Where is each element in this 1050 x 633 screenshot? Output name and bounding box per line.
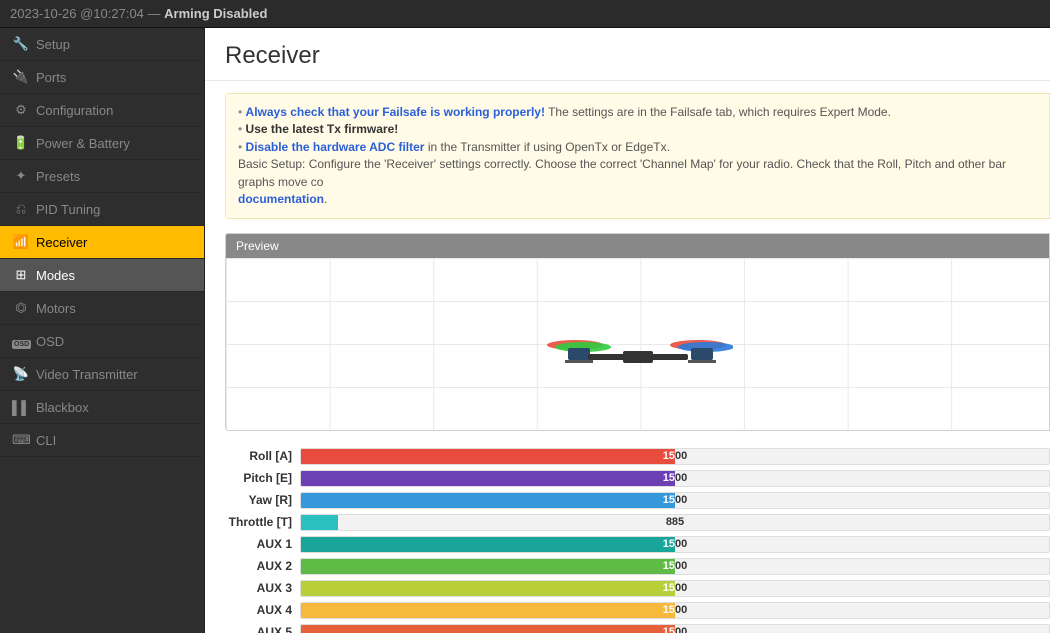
sidebar-item-label: PID Tuning: [36, 202, 100, 217]
channel-label: Pitch [E]: [225, 471, 300, 485]
sidebar-item-blackbox[interactable]: ▌▌ Blackbox: [0, 391, 204, 424]
sidebar-item-label: Modes: [36, 268, 75, 283]
channel-label: Throttle [T]: [225, 515, 300, 529]
preview-body: [226, 258, 1049, 430]
channel-bar: 1500: [300, 492, 1050, 509]
channel-bar: 1500: [300, 580, 1050, 597]
channel-bar: 885: [300, 514, 1050, 531]
channel-value: 1500: [301, 604, 1049, 616]
channel-label: AUX 5: [225, 625, 300, 633]
channel-label: Yaw [R]: [225, 493, 300, 507]
info-note-box: • Always check that your Failsafe is wor…: [225, 93, 1050, 219]
cli-icon: ⌨: [12, 432, 30, 448]
preview-panel: Preview: [225, 233, 1050, 431]
channel-row: AUX 11500: [225, 533, 1050, 555]
sidebar-item-osd[interactable]: OSD OSD: [0, 325, 204, 358]
sidebar-item-modes[interactable]: ⊞ Modes: [0, 259, 204, 292]
documentation-link[interactable]: documentation: [238, 192, 324, 206]
channel-value: 1500: [301, 494, 1049, 506]
channel-row: AUX 21500: [225, 555, 1050, 577]
sidebar-item-power-battery[interactable]: 🔋 Power & Battery: [0, 127, 204, 160]
sidebar-item-video-transmitter[interactable]: 📡 Video Transmitter: [0, 358, 204, 391]
topbar-timestamp: 2023-10-26 @10:27:04: [10, 6, 144, 21]
channel-row: Pitch [E]1500: [225, 467, 1050, 489]
channel-value: 1500: [301, 626, 1049, 633]
video-transmitter-icon: 📡: [12, 366, 30, 382]
failsafe-link[interactable]: Always check that your Failsafe is worki…: [246, 105, 545, 119]
sidebar-item-cli[interactable]: ⌨ CLI: [0, 424, 204, 457]
adc-filter-link[interactable]: Disable the hardware ADC filter: [246, 140, 425, 154]
sidebar-item-label: Motors: [36, 301, 76, 316]
sidebar-item-label: OSD: [36, 334, 64, 349]
sidebar-item-label: Ports: [36, 70, 66, 85]
sidebar-item-label: Setup: [36, 37, 70, 52]
sidebar-item-label: Blackbox: [36, 400, 89, 415]
channel-label: Roll [A]: [225, 449, 300, 463]
sidebar: 🔧 Setup 🔌 Ports ⚙ Configuration 🔋 Power & Batte…: [0, 28, 205, 633]
page-title: Receiver: [205, 28, 1050, 81]
motors-icon: ⏣: [12, 300, 30, 316]
channel-bars: Roll [A]1500Pitch [E]1500Yaw [R]1500Thro…: [225, 445, 1050, 633]
channel-bar: 1500: [300, 470, 1050, 487]
channel-row: AUX 41500: [225, 599, 1050, 621]
channel-value: 1500: [301, 560, 1049, 572]
channel-row: Throttle [T]885: [225, 511, 1050, 533]
sidebar-item-setup[interactable]: 🔧 Setup: [0, 28, 204, 61]
channel-label: AUX 4: [225, 603, 300, 617]
sidebar-item-label: Receiver: [36, 235, 87, 250]
channel-bar: 1500: [300, 536, 1050, 553]
pid-tuning-icon: ⎌: [12, 201, 30, 217]
main-content: Receiver • Always check that your Failsa…: [205, 28, 1050, 633]
blackbox-icon: ▌▌: [12, 400, 30, 415]
drone-model-icon: [543, 334, 733, 374]
tx-firmware-note: Use the latest Tx firmware!: [246, 122, 399, 136]
channel-value: 1500: [301, 538, 1049, 550]
sidebar-item-label: Presets: [36, 169, 80, 184]
channel-bar: 1500: [300, 558, 1050, 575]
channel-row: AUX 51500: [225, 621, 1050, 633]
receiver-icon: 📶: [12, 234, 30, 250]
power-battery-icon: 🔋: [12, 135, 30, 151]
sidebar-item-ports[interactable]: 🔌 Ports: [0, 61, 204, 94]
sidebar-item-label: CLI: [36, 433, 56, 448]
channel-value: 1500: [301, 450, 1049, 462]
sidebar-item-label: Video Transmitter: [36, 367, 138, 382]
channel-row: AUX 31500: [225, 577, 1050, 599]
presets-icon: ✦: [12, 168, 30, 184]
channel-value: 1500: [301, 472, 1049, 484]
channel-bar: 1500: [300, 448, 1050, 465]
channel-label: AUX 3: [225, 581, 300, 595]
sidebar-item-presets[interactable]: ✦ Presets: [0, 160, 204, 193]
sidebar-item-motors[interactable]: ⏣ Motors: [0, 292, 204, 325]
osd-icon: OSD: [12, 334, 30, 349]
channel-value: 885: [301, 516, 1049, 528]
channel-label: AUX 2: [225, 559, 300, 573]
ports-icon: 🔌: [12, 69, 30, 85]
channel-label: AUX 1: [225, 537, 300, 551]
channel-row: Yaw [R]1500: [225, 489, 1050, 511]
channel-bar: 1500: [300, 602, 1050, 619]
sidebar-item-label: Power & Battery: [36, 136, 130, 151]
sidebar-item-configuration[interactable]: ⚙ Configuration: [0, 94, 204, 127]
modes-icon: ⊞: [12, 267, 30, 283]
channel-value: 1500: [301, 582, 1049, 594]
configuration-icon: ⚙: [12, 102, 30, 118]
channel-row: Roll [A]1500: [225, 445, 1050, 467]
sidebar-item-receiver[interactable]: 📶 Receiver: [0, 226, 204, 259]
top-status-bar: 2023-10-26 @10:27:04 — Arming Disabled: [0, 0, 1050, 28]
setup-icon: 🔧: [12, 36, 30, 52]
preview-header: Preview: [226, 234, 1049, 258]
sidebar-item-label: Configuration: [36, 103, 113, 118]
sidebar-item-pid-tuning[interactable]: ⎌ PID Tuning: [0, 193, 204, 226]
arming-status: Arming Disabled: [164, 6, 267, 21]
channel-bar: 1500: [300, 624, 1050, 633]
